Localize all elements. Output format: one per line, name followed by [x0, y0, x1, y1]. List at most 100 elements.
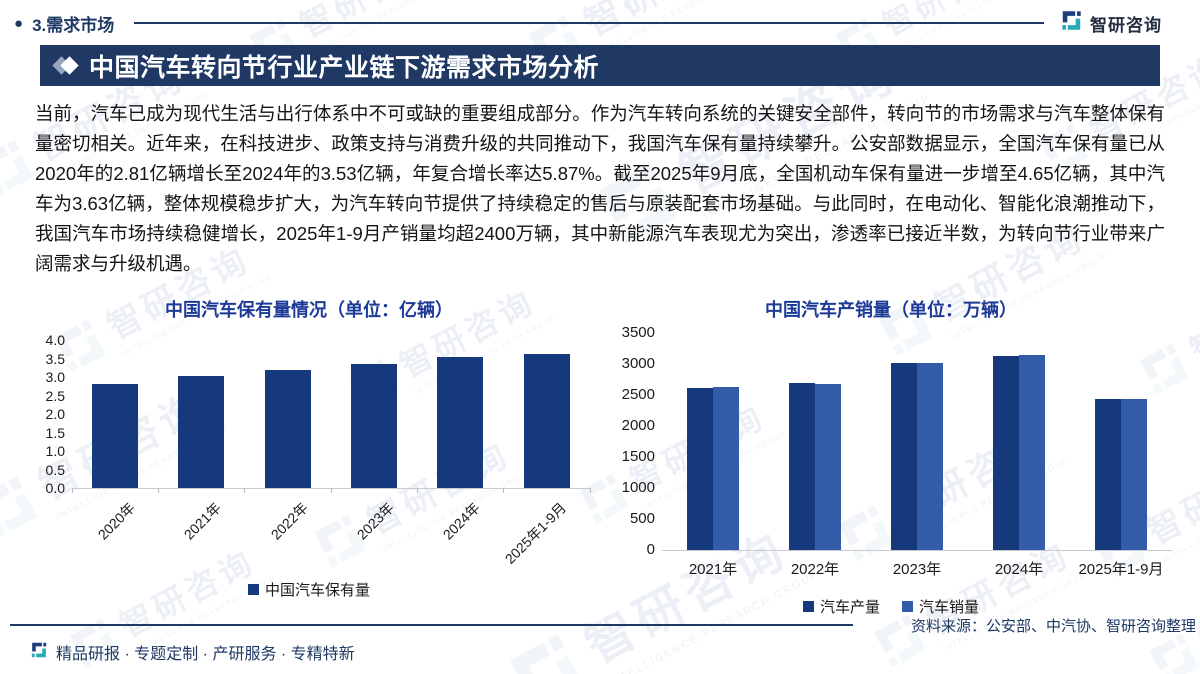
bar-group: [92, 384, 139, 488]
y-axis-tick-label: 2500: [621, 386, 655, 403]
x-axis-tick: [71, 488, 73, 493]
legend-item: 汽车产量: [802, 596, 880, 617]
bar-secondary: [815, 383, 841, 550]
x-axis-label: 2025年1-9月: [1070, 551, 1172, 579]
legend-swatch: [247, 584, 259, 595]
bar-slot: [417, 340, 503, 488]
y-axis-tick-label: 0: [646, 541, 655, 558]
x-axis-label-text: 2025年1-9月: [1078, 561, 1164, 578]
bar-primary: [891, 363, 917, 550]
top-header: ● 3.需求市场 智研咨询: [0, 0, 1200, 36]
bar-slot: [764, 333, 866, 550]
legend-item: 中国汽车保有量: [247, 579, 370, 600]
y-axis-tick-label: 1000: [621, 479, 655, 496]
bar-primary: [178, 376, 225, 488]
x-axis-label: 2022年: [245, 489, 331, 575]
y-axis-tick-label: 0.5: [45, 461, 65, 478]
x-axis-label-text: 2022年: [790, 561, 840, 578]
x-axis-label: 2023年: [331, 489, 417, 575]
x-axis-labels: 2021年 2022年 2023年 2024年 2025年1-9月: [662, 551, 1172, 579]
bar-group: [178, 376, 225, 488]
y-axis-tick-label: 3000: [621, 355, 655, 372]
bar-secondary: [1019, 355, 1045, 550]
x-axis-label-text: 2024年: [994, 561, 1044, 578]
plot-box: [662, 333, 1172, 551]
y-axis-tick-label: 3.0: [45, 369, 65, 385]
x-axis-label-text: 2022年: [267, 499, 311, 543]
x-axis-label: 2024年: [417, 489, 503, 575]
bar-slot: [968, 333, 1070, 550]
x-axis-label: 2021年: [662, 551, 764, 579]
chart-title: 中国汽车保有量情况（单位：亿辆）: [165, 300, 453, 320]
bar-group: [1095, 399, 1147, 550]
zhiyan-logo-glyph: [31, 642, 47, 657]
section-bullet-icon: ●: [14, 14, 24, 32]
y-axis-tick-label: 500: [629, 510, 655, 527]
y-axis: 0 500 1000 1500 2000 2500 3000 3500: [610, 325, 662, 558]
x-axis-label-text: 2023年: [892, 561, 942, 578]
chart-legend: 汽车产量 汽车销量: [610, 596, 1172, 617]
bar-secondary: [917, 363, 943, 550]
x-axis-label-text: 2024年: [439, 499, 484, 543]
bar-group: [687, 387, 739, 550]
source-row: 资料来源：公安部、中汽协、智研咨询整理: [0, 615, 1200, 635]
zhiyan-logo-glyph: [1062, 11, 1081, 30]
footer-brand-row: 精品研报 · 专题定制 · 产研服务 · 专精特新: [0, 635, 1200, 674]
analysis-paragraph: 当前，汽车已成为现代生活与出行体系中不可或缺的重要组成部分。作为汽车转向系统的关…: [35, 103, 1165, 274]
bar-group: [993, 355, 1045, 550]
x-axis-tick: [416, 488, 418, 493]
bar-slot: [72, 340, 158, 488]
bar-slot: [866, 333, 968, 550]
y-axis-tick-label: 2000: [621, 417, 655, 434]
x-axis-tick: [503, 488, 505, 493]
chart-legend: 中国汽车保有量: [28, 579, 590, 600]
bar-slot: [158, 340, 244, 488]
y-axis-tick-label: 1.5: [45, 424, 65, 441]
bar-primary: [437, 357, 484, 488]
x-axis-label-text: 2023年: [353, 499, 397, 543]
data-source-note: 资料来源：公安部、中汽协、智研咨询整理: [910, 617, 1196, 635]
x-axis-tick: [330, 488, 332, 493]
legend-label: 汽车销量: [919, 599, 980, 616]
bar-primary: [993, 356, 1019, 550]
legend-label: 汽车产量: [819, 599, 880, 616]
bar-primary: [1095, 399, 1121, 550]
bar-group: [264, 370, 311, 488]
charts-row: 中国汽车保有量情况（单位：亿辆） 0.0 0.5 1.0 1.5 2.0 2.5 3.0 3.…: [0, 287, 1200, 617]
bar-primary: [687, 388, 713, 550]
footer-tagline: 精品研报 · 专题定制 · 产研服务 · 专精特新: [56, 646, 355, 663]
chart-plot-area: 0 500 1000 1500 2000 2500 3000 3500: [610, 325, 1172, 558]
header-divider-line: [134, 22, 1044, 24]
brand: 智研咨询: [1060, 9, 1162, 37]
bar-group: [523, 353, 570, 488]
x-axis-label: 2024年: [968, 551, 1070, 579]
bar-group: [789, 382, 841, 550]
legend-label: 中国汽车保有量: [264, 582, 370, 599]
x-axis-label-text: 2021年: [688, 561, 738, 578]
zhiyan-logo-icon: [30, 641, 48, 664]
x-axis-label-text: 2021年: [180, 499, 225, 543]
chart-plot-area: 0.0 0.5 1.0 1.5 2.0 2.5 3.0 3.5 4.0: [28, 332, 591, 496]
x-axis-tick: [157, 488, 159, 493]
bar-secondary: [713, 387, 739, 550]
bar-slot: [331, 340, 417, 488]
x-axis-labels: 2020年 2021年 2022年 2023年 2024年 2025年1-9月: [72, 489, 590, 575]
zhiyan-logo-icon: [1060, 9, 1083, 37]
y-axis-tick-label: 3500: [621, 324, 655, 341]
bar-secondary: [1121, 399, 1147, 550]
legend-swatch: [802, 601, 814, 612]
brand-name: 智研咨询: [1090, 15, 1162, 35]
section-title: 3.需求市场: [32, 15, 115, 35]
y-axis-tick-label: 1.0: [45, 443, 65, 459]
y-axis-tick-label: 0.0: [45, 480, 65, 496]
legend-swatch: [902, 601, 913, 612]
bar-primary: [523, 353, 570, 488]
bar-primary: [264, 370, 311, 488]
x-axis-label: 2023年: [866, 551, 968, 579]
bar-primary: [92, 384, 139, 488]
y-axis-tick-label: 3.5: [45, 350, 65, 367]
chart-title: 中国汽车产销量（单位：万辆）: [765, 300, 1017, 320]
chart-car-ownership: 中国汽车保有量情况（单位：亿辆） 0.0 0.5 1.0 1.5 2.0 2.5 3.0 3.…: [18, 287, 600, 617]
bar-slot: [662, 333, 764, 550]
